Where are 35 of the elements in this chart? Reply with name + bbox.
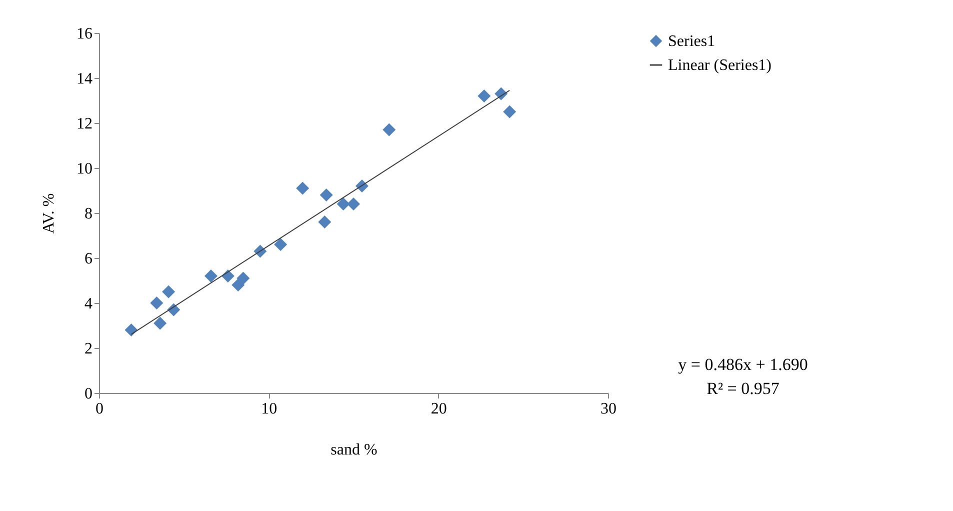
y-tick-label: 8 <box>84 206 92 222</box>
legend-label: Linear (Series1) <box>668 57 772 74</box>
point <box>236 272 250 285</box>
y-tick-label: 14 <box>76 70 92 88</box>
text: R² = 0.957 <box>706 379 780 398</box>
point <box>318 215 332 229</box>
point <box>150 296 164 310</box>
point <box>346 197 360 211</box>
point <box>154 316 167 330</box>
y-tick-label: 0 <box>84 386 92 402</box>
x-tick-label: 30 <box>600 400 616 418</box>
y-axis-title: AV. % <box>40 193 58 234</box>
point <box>503 105 516 118</box>
point <box>274 238 288 252</box>
point <box>320 188 333 202</box>
legend-label: Series1 <box>668 33 716 50</box>
y-tick-label: 4 <box>84 296 92 312</box>
x-tick-label: 10 <box>261 400 278 418</box>
y-tick-label: 12 <box>76 116 92 132</box>
point <box>232 278 245 292</box>
x-tick-label: 0 <box>96 400 104 418</box>
y-tick-label: 6 <box>84 250 92 268</box>
y-tick-label: 10 <box>76 160 92 178</box>
text: y = 0.486x + 1.690 <box>678 355 808 374</box>
point <box>204 269 218 283</box>
y-tick-label: 2 <box>84 340 92 358</box>
point <box>478 89 491 103</box>
y-tick-label: 16 <box>76 26 92 42</box>
point <box>162 285 176 298</box>
x-axis-title: sand % <box>330 442 378 458</box>
x-tick-label: 20 <box>430 400 447 418</box>
point <box>336 197 350 211</box>
point <box>124 323 138 337</box>
point <box>296 182 310 195</box>
point <box>382 123 396 136</box>
